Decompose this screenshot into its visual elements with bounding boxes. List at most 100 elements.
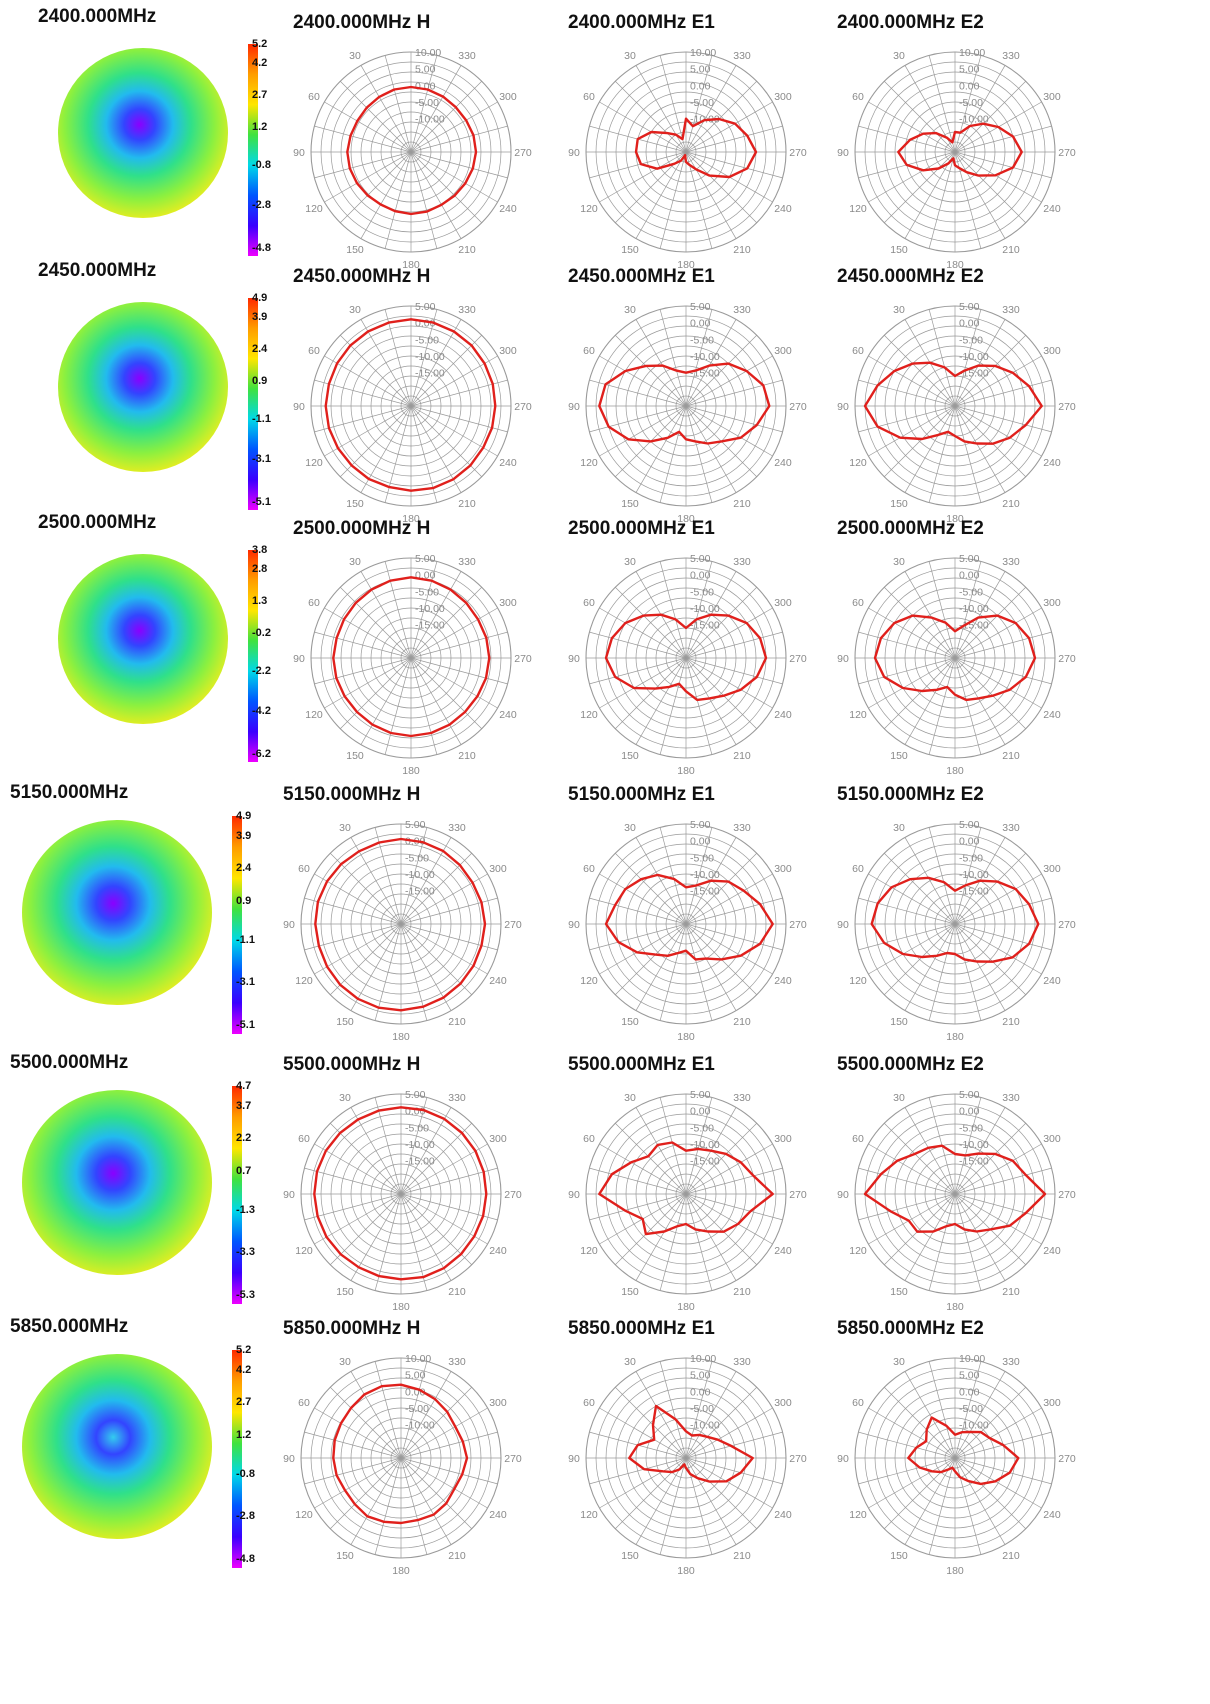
polar-grid-spoke — [400, 1431, 498, 1459]
polar-angle-label: 60 — [583, 597, 595, 609]
polar-angle-label: 270 — [504, 1189, 522, 1201]
polar-chart-title: 2450.000MHz H — [293, 266, 431, 287]
polar-ring-label: -5.00 — [690, 97, 714, 109]
polar-angle-label: 180 — [677, 765, 695, 777]
pattern-trace — [863, 1144, 1047, 1233]
polar-grid-spoke — [400, 1371, 452, 1459]
polar-grid-spoke — [635, 405, 687, 493]
polar-grid-spoke — [599, 1457, 687, 1509]
polar-ring-label: 5.00 — [405, 819, 426, 831]
polar-grid-spoke — [685, 1431, 783, 1459]
polar-grid-spoke — [954, 1387, 1026, 1459]
polar-angle-label: 210 — [733, 244, 751, 256]
polar-grid-spoke — [868, 1143, 956, 1195]
polar-ring-label: -15.00 — [690, 368, 720, 380]
polar-grid-spoke — [615, 853, 687, 925]
polar-angle-label: 60 — [308, 91, 320, 103]
polar-grid-spoke — [410, 151, 508, 179]
polar-grid-spoke — [685, 335, 757, 407]
polar-grid-spoke — [659, 657, 687, 755]
polar-angle-label: 90 — [283, 919, 295, 931]
polar-grid-spoke — [685, 1193, 737, 1281]
polar-angle-label: 120 — [849, 709, 867, 721]
scale-tick-label: 2.8 — [252, 563, 268, 576]
polar-grid-spoke — [400, 1143, 488, 1195]
polar-grid-spoke — [400, 1361, 428, 1459]
polar-ring-label: 10.00 — [690, 47, 716, 59]
polar-chart: 5.000.00-5.00-10.00-15.00306090120150180… — [837, 553, 1076, 777]
polar-chart-title: 5500.000MHz E1 — [568, 1054, 715, 1075]
pattern-3d-plot — [22, 820, 212, 1005]
polar-angle-label: 60 — [852, 863, 864, 875]
polar-ring-label: 0.00 — [959, 1106, 980, 1118]
polar-chart: 10.005.000.00-5.00-10.003060901201501802… — [568, 47, 807, 271]
polar-angle-label: 30 — [624, 50, 636, 62]
polar-grid-spoke — [400, 1457, 428, 1555]
polar-ring-label: -5.00 — [690, 1122, 714, 1134]
polar-grid-spoke — [685, 1097, 713, 1195]
polar-grid-spoke — [884, 657, 956, 729]
polar-grid-spoke — [304, 1457, 402, 1485]
polar-grid-spoke — [685, 897, 783, 925]
pattern-3d-plot — [58, 554, 228, 724]
polar-grid-spoke — [615, 923, 687, 995]
polar-chart-title: 5150.000MHz E2 — [837, 784, 984, 805]
polar-grid-spoke — [400, 1457, 452, 1545]
polar-grid-spoke — [685, 1193, 773, 1245]
polar-grid-spoke — [954, 125, 1052, 153]
polar-ring-label: 10.00 — [405, 1353, 431, 1365]
scale-tick-label: -3.1 — [236, 975, 255, 988]
polar-chart: 5.000.00-5.00-10.00-15.00306090120150180… — [568, 301, 807, 525]
polar-grid-spoke — [314, 1143, 402, 1195]
polar-ring-label: -15.00 — [959, 368, 989, 380]
polar-ring-label: -15.00 — [959, 620, 989, 632]
scale-tick-label: 4.2 — [252, 57, 268, 70]
polar-chart: 5.000.00-5.00-10.00-15.00306090120150180… — [568, 1089, 807, 1313]
polar-angle-label: 300 — [1043, 1397, 1061, 1409]
polar-angle-label: 270 — [1058, 147, 1076, 159]
polar-angle-label: 210 — [733, 1016, 751, 1028]
polar-grid-spoke — [685, 1387, 757, 1459]
scale-tick-label: -1.3 — [236, 1204, 255, 1217]
polar-angle-label: 240 — [489, 1509, 507, 1521]
polar-grid-spoke — [589, 151, 687, 179]
polar-angle-label: 30 — [893, 1092, 905, 1104]
polar-chart: 5.000.00-5.00-10.00-15.00306090120150180… — [283, 1089, 522, 1313]
polar-grid-spoke — [685, 923, 773, 975]
polar-angle-label: 300 — [489, 863, 507, 875]
polar-angle-label: 300 — [774, 1133, 792, 1145]
polar-chart: 5.000.00-5.00-10.00-15.00306090120150180… — [837, 819, 1076, 1043]
polar-grid-spoke — [350, 1193, 402, 1281]
polar-grid-spoke — [635, 1193, 687, 1281]
polar-grid-spoke — [954, 405, 1006, 493]
polar-grid-spoke — [314, 1193, 402, 1245]
polar-grid-spoke — [685, 657, 783, 685]
scale-tick-label: 1.2 — [252, 120, 268, 133]
polar-ring-label: -10.00 — [415, 114, 445, 126]
polar-ring-label: 0.00 — [690, 1386, 711, 1398]
polar-grid-spoke — [400, 1193, 498, 1221]
polar-grid-spoke — [589, 631, 687, 659]
polar-angle-label: 90 — [837, 1189, 849, 1201]
polar-angle-label: 330 — [1002, 822, 1020, 834]
polar-grid-spoke — [410, 631, 508, 659]
polar-grid-spoke — [954, 1097, 982, 1195]
polar-grid-spoke — [410, 607, 498, 659]
scale-tick-label: -0.2 — [252, 626, 271, 639]
polar-grid-spoke — [330, 923, 402, 995]
polar-angle-label: 60 — [583, 1133, 595, 1145]
scale-tick-label: -5.1 — [252, 495, 271, 508]
polar-angle-label: 210 — [1002, 1286, 1020, 1298]
polar-grid-spoke — [659, 1457, 687, 1555]
polar-grid-spoke — [954, 657, 1042, 709]
scale-tick-label: 0.9 — [252, 374, 268, 387]
polar-grid-spoke — [954, 405, 1026, 477]
polar-grid-spoke — [330, 853, 402, 925]
polar-grid-spoke — [340, 657, 412, 729]
polar-grid-spoke — [410, 561, 438, 659]
polar-grid-spoke — [954, 657, 1052, 685]
polar-grid-spoke — [410, 55, 438, 153]
polar-grid-spoke — [615, 657, 687, 729]
polar-angle-label: 330 — [1002, 50, 1020, 62]
polar-angle-label: 180 — [946, 1565, 964, 1577]
